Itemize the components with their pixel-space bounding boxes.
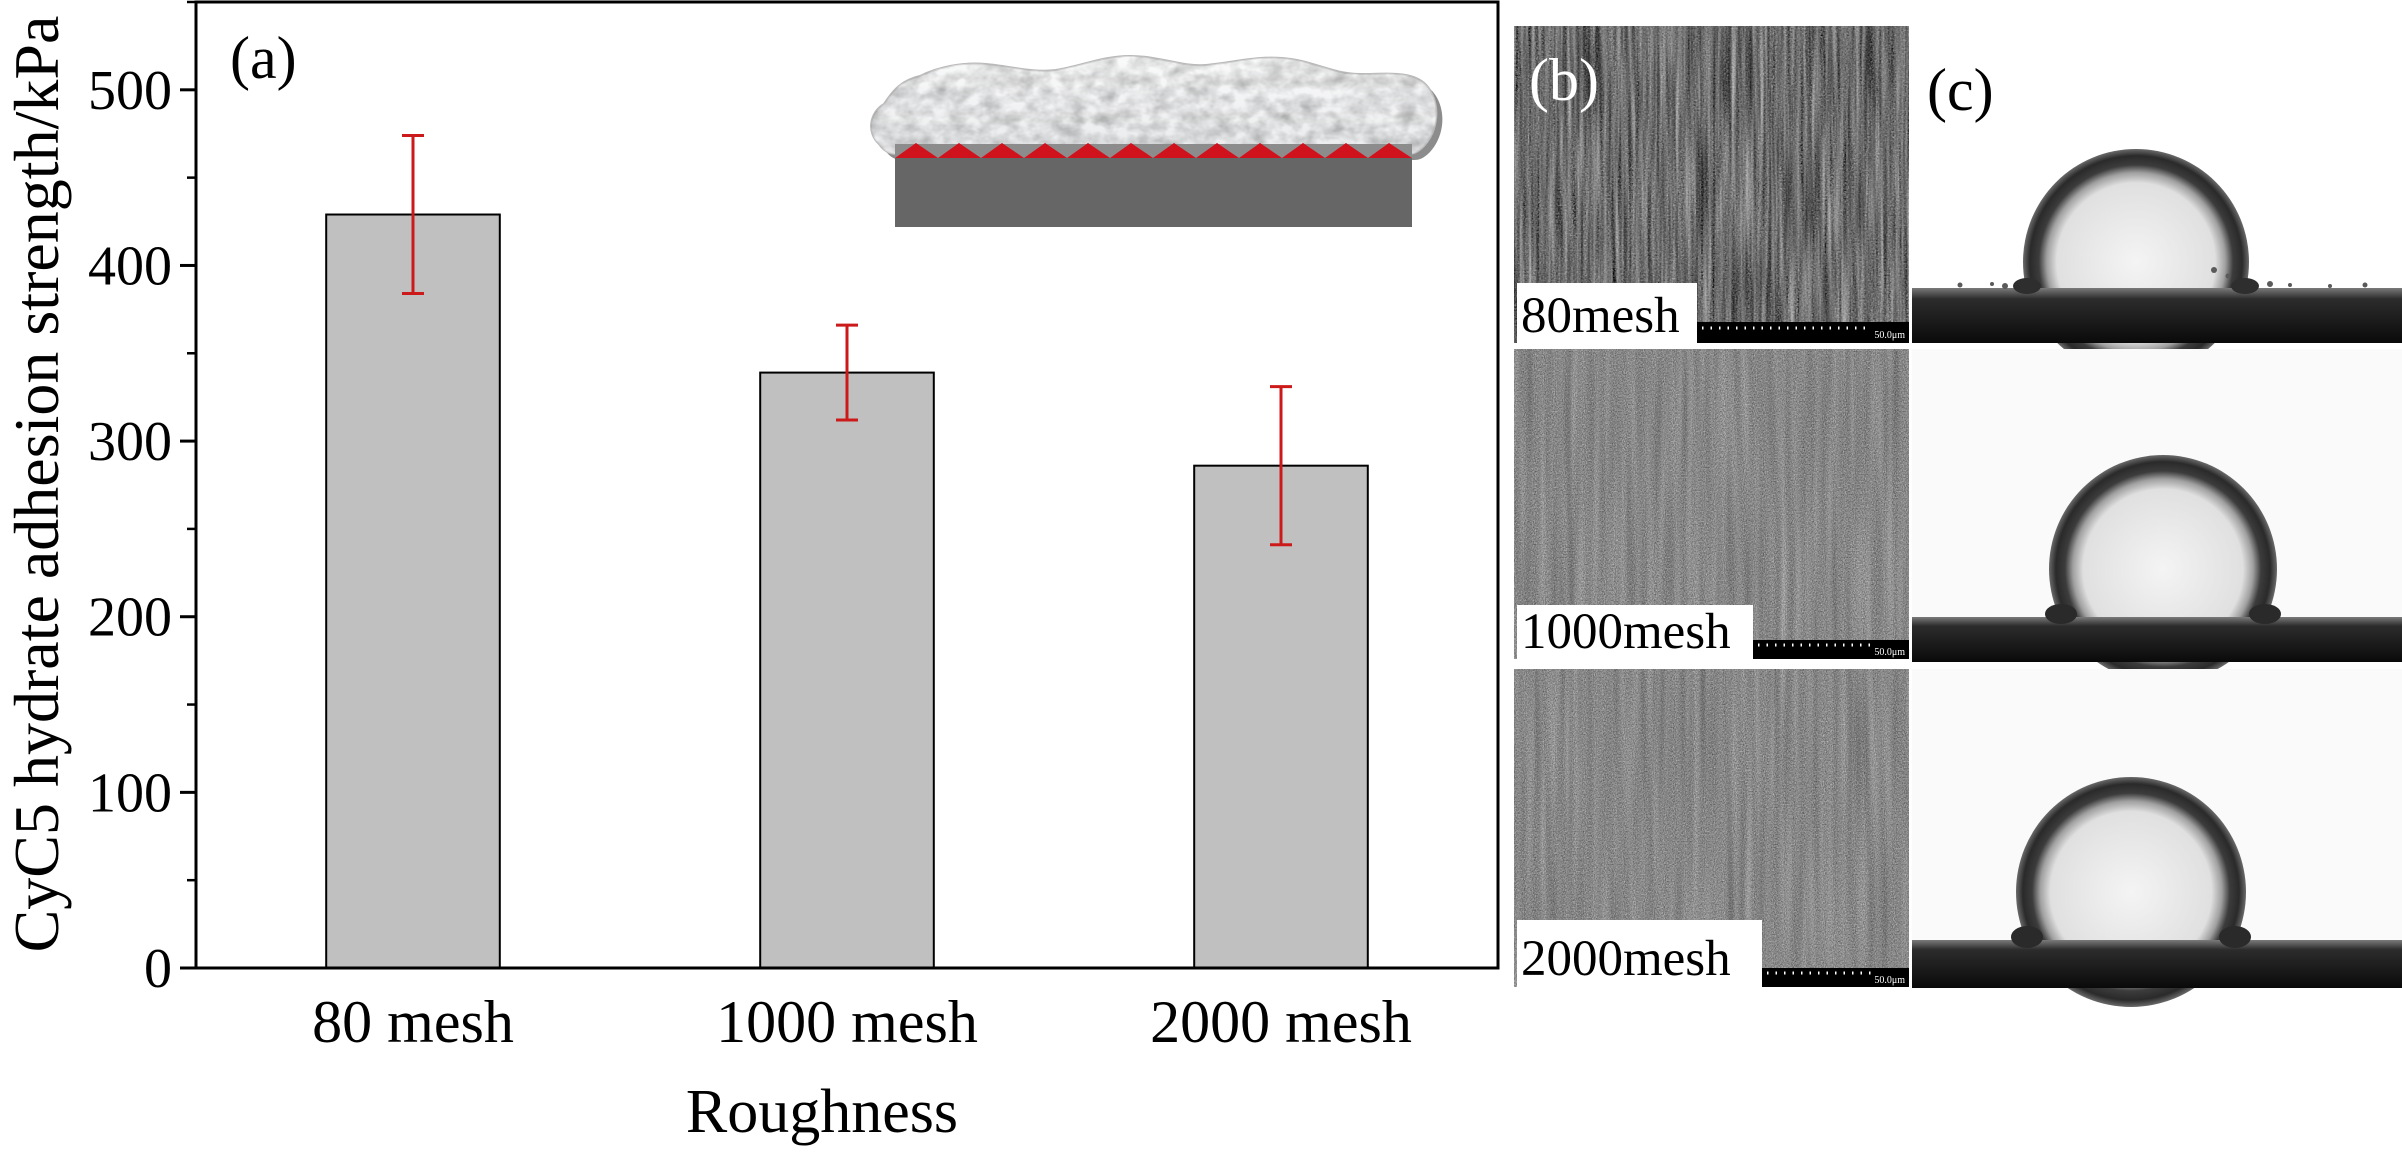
- panel-b-sem-images: 50.0μm 80mesh 50.0μm 1000mesh 50.0μm 200…: [1514, 26, 1909, 987]
- hydrate-texture: [871, 56, 1437, 154]
- substrate-surface: [1912, 288, 2402, 343]
- sem-label-box: [1517, 605, 1753, 659]
- sem-image-row-3: 50.0μm 2000mesh: [1514, 669, 1909, 987]
- sem-scale-text: 50.0μm: [1874, 975, 1905, 986]
- panel-a-label: (a): [230, 25, 297, 91]
- x-tick-labels: 80 mesh 1000 mesh 2000 mesh: [312, 989, 1412, 1055]
- plot-frame: [194, 0, 1500, 970]
- contact-angle-row-1: [1912, 26, 2402, 375]
- contact-angle-row-3: [1912, 669, 2402, 1007]
- contact-angle-row-2: [1912, 349, 2402, 683]
- y-tick-label: 300: [88, 411, 172, 473]
- sem-scale-text: 50.0μm: [1874, 330, 1905, 341]
- y-tick-label: 500: [88, 60, 172, 122]
- y-tick-label: 100: [88, 762, 172, 824]
- bar: [325, 213, 501, 969]
- x-tick-label: 1000 mesh: [716, 989, 978, 1055]
- contact-line-left: [2045, 604, 2077, 624]
- sem-label: 80mesh: [1521, 288, 1680, 344]
- bars: [325, 213, 1369, 969]
- inset-schematic: [870, 54, 1443, 227]
- substrate: [895, 158, 1412, 227]
- y-axis-ticks: 0 100 200 300 400 500: [88, 0, 196, 1000]
- contact-line-right: [2219, 926, 2251, 948]
- x-axis-label: Roughness: [686, 1078, 958, 1146]
- y-tick-label: 200: [88, 587, 172, 649]
- surface-residue: [1957, 267, 2368, 289]
- roughness-teeth: [895, 143, 1412, 158]
- y-tick-label: 0: [144, 938, 172, 1000]
- contact-line-left: [2011, 926, 2043, 948]
- sem-image-row-2: 50.0μm 1000mesh: [1514, 349, 1909, 660]
- contact-line-left: [2013, 278, 2041, 294]
- sem-label: 2000mesh: [1521, 931, 1731, 987]
- y-axis-label: CyC5 hydrate adhesion strength/kPa: [1, 16, 72, 953]
- panel-b-label: (b): [1529, 47, 1599, 113]
- substrate-surface: [1912, 940, 2402, 988]
- sem-label-box: [1517, 920, 1762, 987]
- sem-image-row-1: 50.0μm 80mesh: [1514, 26, 1909, 344]
- panel-c-label: (c): [1927, 57, 1994, 123]
- contact-line-right: [2231, 278, 2259, 294]
- x-tick-label: 2000 mesh: [1150, 989, 1412, 1055]
- sem-label: 1000mesh: [1521, 604, 1731, 660]
- substrate-surface: [1912, 617, 2402, 662]
- panel-a-bar-chart: 0 100 200 300 400 500 80 mesh 1000 mesh 2000 me…: [1, 0, 1500, 1146]
- x-tick-label: 80 mesh: [312, 989, 514, 1055]
- contact-line-right: [2249, 604, 2281, 624]
- bar: [1193, 464, 1369, 969]
- bar: [759, 371, 935, 969]
- y-tick-label: 400: [88, 235, 172, 297]
- sem-data-bar: [1762, 968, 1909, 987]
- sem-label-box: [1517, 283, 1697, 343]
- error-bars: [402, 133, 1292, 547]
- roughness-gap-band: [895, 144, 1412, 158]
- sem-scale-text: 50.0μm: [1874, 647, 1905, 658]
- panel-c-contact-angle-images: (c): [1912, 26, 2402, 1007]
